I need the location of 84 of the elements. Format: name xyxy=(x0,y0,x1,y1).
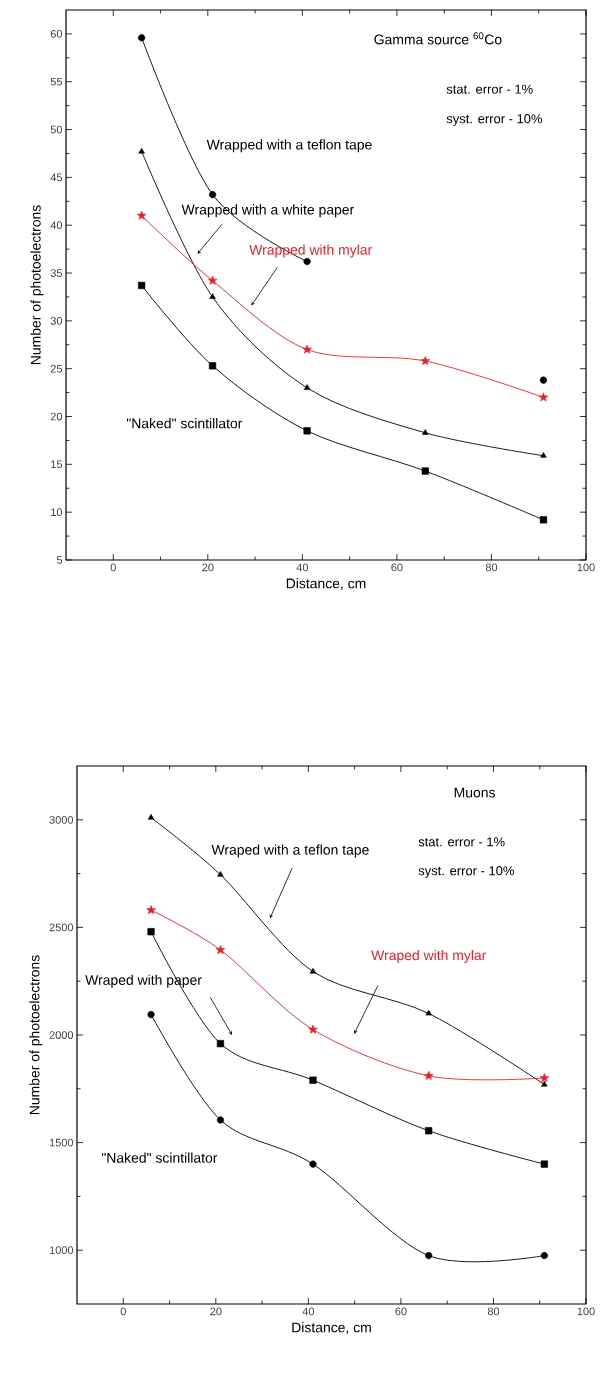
point xyxy=(424,1071,434,1080)
y-tick-label: 55 xyxy=(50,77,63,86)
point xyxy=(147,928,155,936)
series-label: Wrapped with a teflon tape xyxy=(206,139,372,153)
point xyxy=(303,257,311,266)
point xyxy=(208,362,217,370)
point xyxy=(540,1160,548,1168)
annotation: syst. error - 10% xyxy=(418,866,514,878)
point xyxy=(303,384,311,390)
point xyxy=(425,1009,432,1016)
point xyxy=(146,905,156,915)
point xyxy=(541,1080,548,1087)
point xyxy=(216,1116,225,1124)
point xyxy=(302,344,312,354)
x-axis-title: Distance, cm xyxy=(286,578,366,590)
text: Muons xyxy=(454,787,495,798)
x-tick-label: 0 xyxy=(120,1307,126,1316)
point xyxy=(422,429,429,435)
series-label: Wraped with a teflon tape xyxy=(211,844,369,858)
point xyxy=(215,945,226,954)
point xyxy=(425,1251,433,1260)
point xyxy=(538,392,549,402)
y-tick-label: 5 xyxy=(56,556,63,564)
x-tick-label: 0 xyxy=(110,563,116,572)
point xyxy=(425,1127,433,1135)
y-tick-label: 40 xyxy=(50,221,63,230)
y-tick-label: 35 xyxy=(50,269,63,277)
y-tick-label: 10 xyxy=(51,508,63,517)
point xyxy=(138,34,146,42)
point xyxy=(136,210,147,220)
y-axis-title: Number of photoelectrons xyxy=(29,955,43,1115)
point xyxy=(309,1160,317,1168)
point xyxy=(539,376,548,384)
y-tick-label: 50 xyxy=(50,125,63,134)
annotation: stat. error - 1% xyxy=(418,837,505,847)
x-tick-label: 60 xyxy=(391,563,403,572)
point xyxy=(539,516,548,524)
text: Wraped with mylar xyxy=(371,949,487,963)
point xyxy=(138,147,145,154)
y-tick-label: 60 xyxy=(50,30,63,38)
y-tick-label: 20 xyxy=(50,412,63,421)
y-tick-label: 45 xyxy=(50,173,63,182)
x-tick-label: 40 xyxy=(302,1307,315,1316)
point xyxy=(309,967,317,974)
point xyxy=(138,281,146,290)
x-tick-label: 20 xyxy=(210,1307,222,1316)
x-tick-label: 80 xyxy=(487,1307,500,1316)
point xyxy=(420,356,430,366)
point xyxy=(147,814,155,820)
point xyxy=(540,452,547,458)
x-axis-title: Distance, cm xyxy=(292,1322,371,1335)
point xyxy=(147,1010,155,1019)
x-tick-label: 80 xyxy=(485,563,498,572)
point xyxy=(540,1251,548,1260)
y-tick-label: 2000 xyxy=(49,1031,74,1039)
point xyxy=(421,467,429,475)
x-tick-label: 60 xyxy=(395,1307,407,1316)
annotation: syst. error - 10% xyxy=(446,114,543,126)
point xyxy=(309,1076,317,1084)
y-tick-label: 3000 xyxy=(49,815,74,824)
point xyxy=(216,1040,225,1048)
y-tick-label: 15 xyxy=(51,460,63,469)
legend-label: Wraped with paper xyxy=(85,974,202,988)
x-tick-label: 100 xyxy=(577,1307,595,1316)
y-tick-label: 1000 xyxy=(49,1246,74,1255)
point xyxy=(303,427,311,435)
y-tick-label: 1500 xyxy=(49,1138,74,1147)
point xyxy=(539,1073,550,1083)
text: "Naked" scintillator xyxy=(101,1152,218,1163)
y-axis-title: Number of photoelectrons xyxy=(30,205,44,365)
point xyxy=(208,191,217,199)
text: Gamma source $^{60}$Co xyxy=(374,32,502,45)
point xyxy=(308,1024,318,1034)
point xyxy=(209,293,216,299)
series-label: "Naked" scintillator xyxy=(126,418,243,429)
point xyxy=(207,275,218,285)
x-tick-label: 40 xyxy=(296,563,309,572)
x-tick-label: 20 xyxy=(202,563,214,572)
point xyxy=(217,871,224,877)
y-tick-label: 2500 xyxy=(49,923,74,932)
x-tick-label: 100 xyxy=(577,563,595,572)
y-tick-label: 25 xyxy=(50,364,63,373)
y-tick-label: 30 xyxy=(50,316,63,325)
annotation: stat. error - 1% xyxy=(446,84,533,94)
